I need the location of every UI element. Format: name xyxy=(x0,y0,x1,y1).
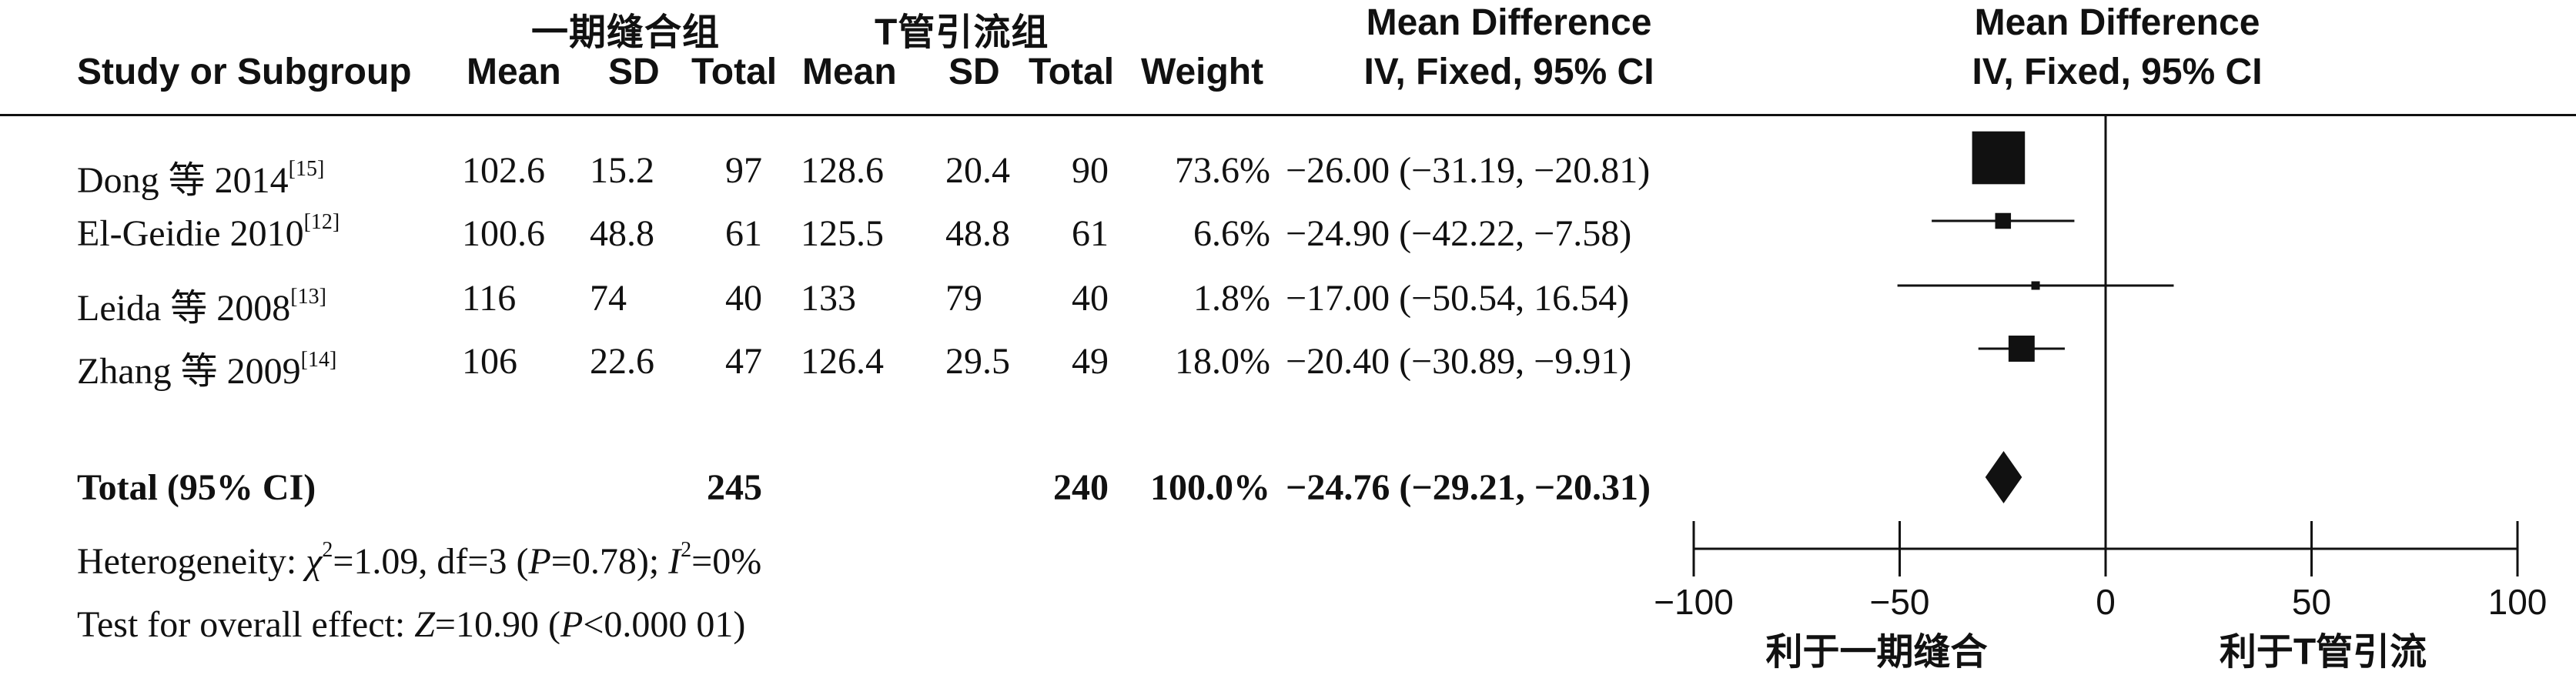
group1-header: 一期缝合组 xyxy=(531,12,721,53)
total1: 97 xyxy=(725,150,762,191)
favours-right-label: 利于T管引流 xyxy=(2220,632,2427,673)
total1: 61 xyxy=(725,213,762,254)
total2: 61 xyxy=(1072,213,1109,254)
sd2: 79 xyxy=(945,278,982,319)
total1: 47 xyxy=(725,341,762,382)
mean1: 102.6 xyxy=(462,150,545,191)
weight-box-1 xyxy=(1972,131,2026,185)
weight: 6.6% xyxy=(1193,213,1270,254)
sd1: 48.8 xyxy=(590,213,654,254)
md-ci: −26.00 (−31.19, −20.81) xyxy=(1286,150,1651,191)
col-plot-method: IV, Fixed, 95% CI xyxy=(1972,52,2263,92)
col-study: Study or Subgroup xyxy=(77,52,412,92)
weight: 18.0% xyxy=(1175,341,1270,382)
col-sd2: SD xyxy=(948,52,1000,92)
total1: 40 xyxy=(725,278,762,319)
col-md-method: IV, Fixed, 95% CI xyxy=(1363,52,1654,92)
sd2: 20.4 xyxy=(945,150,1010,191)
col-weight: Weight xyxy=(1141,52,1264,92)
x-tick-label-4: 50 xyxy=(2292,582,2331,622)
mean1: 116 xyxy=(462,278,517,319)
mean2: 128.6 xyxy=(801,150,884,191)
weight-box-2 xyxy=(1995,212,2012,229)
x-tick-label-2: −50 xyxy=(1869,582,1929,622)
col-mean1: Mean xyxy=(467,52,561,92)
study-name: Leida 等 2008[13] xyxy=(77,285,326,329)
x-tick-label-5: 100 xyxy=(2488,582,2548,622)
total2: 90 xyxy=(1072,150,1109,191)
sd1: 74 xyxy=(590,278,627,319)
total-weight: 100.0% xyxy=(1150,467,1270,508)
md-ci: −24.90 (−42.22, −7.58) xyxy=(1286,213,1632,254)
group2-header: T管引流组 xyxy=(875,12,1049,53)
x-tick-label-3: 0 xyxy=(2096,582,2116,622)
study-name: Zhang 等 2009[14] xyxy=(77,348,337,393)
pooled-diamond xyxy=(1985,451,2022,503)
md-ci: −17.00 (−50.54, 16.54) xyxy=(1286,278,1630,319)
mean1: 106 xyxy=(462,341,517,382)
study-name: Dong 等 2014[15] xyxy=(77,157,325,202)
sd1: 15.2 xyxy=(590,150,654,191)
weight: 73.6% xyxy=(1175,150,1270,191)
md-ci: −20.40 (−30.89, −9.91) xyxy=(1286,341,1632,382)
total-n2: 240 xyxy=(1053,467,1109,508)
mean1: 100.6 xyxy=(462,213,545,254)
favours-left-label: 利于一期缝合 xyxy=(1765,632,1987,673)
mean2: 126.4 xyxy=(801,341,884,382)
plot-title: Mean Difference xyxy=(1974,2,2260,43)
total-ci: −24.76 (−29.21, −20.31) xyxy=(1286,467,1651,508)
heterogeneity-text: Heterogeneity: χ2=1.09, df=3 (P=0.78); I… xyxy=(77,538,762,583)
weight-box-4 xyxy=(2008,336,2035,362)
mean2: 125.5 xyxy=(801,213,884,254)
sd2: 48.8 xyxy=(945,213,1010,254)
col-mean2: Mean xyxy=(802,52,897,92)
total2: 49 xyxy=(1072,341,1109,382)
weight-box-3 xyxy=(2031,281,2040,290)
total2: 40 xyxy=(1072,278,1109,319)
weight: 1.8% xyxy=(1193,278,1270,319)
col-total1: Total xyxy=(691,52,778,92)
overall-effect-text: Test for overall effect: Z=10.90 (P<0.00… xyxy=(77,604,746,645)
mean2: 133 xyxy=(801,278,856,319)
col-sd1: SD xyxy=(608,52,660,92)
total-label: Total (95% CI) xyxy=(77,467,316,508)
study-name: El-Geidie 2010[12] xyxy=(77,210,340,255)
x-tick-label-1: −100 xyxy=(1654,582,1734,622)
md-title: Mean Difference xyxy=(1366,2,1652,43)
sd2: 29.5 xyxy=(945,341,1010,382)
col-total2: Total xyxy=(1029,52,1115,92)
total-n1: 245 xyxy=(707,467,762,508)
sd1: 22.6 xyxy=(590,341,654,382)
header-rule xyxy=(0,114,2576,116)
